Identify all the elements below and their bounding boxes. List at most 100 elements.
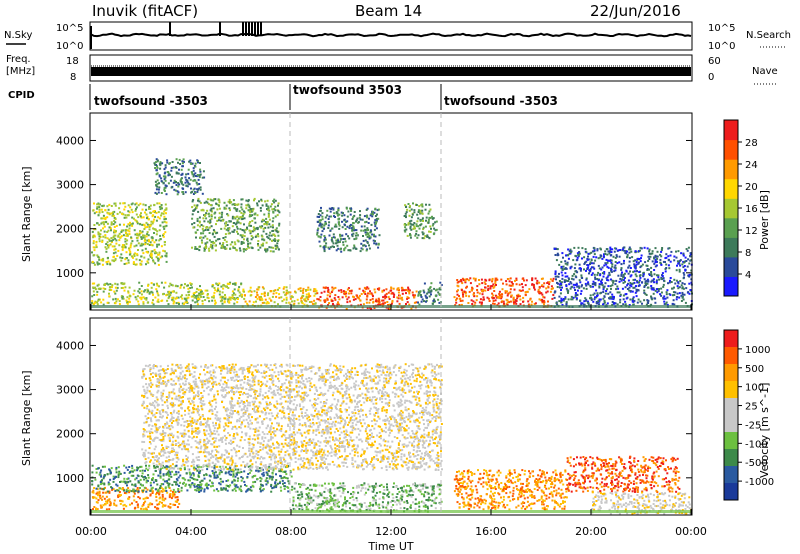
heatmap-cell	[256, 291, 258, 294]
heatmap-cell	[559, 286, 562, 289]
heatmap-cell	[377, 302, 380, 305]
heatmap-cell	[245, 490, 248, 493]
heatmap-cell	[417, 390, 420, 393]
heatmap-cell	[303, 298, 306, 301]
heatmap-cell	[163, 188, 166, 191]
heatmap-cell	[124, 205, 127, 208]
heatmap-cell	[165, 193, 168, 196]
heatmap-cell	[168, 285, 171, 288]
heatmap-cell	[660, 287, 663, 290]
heatmap-cell	[270, 246, 273, 249]
heatmap-cell	[133, 507, 136, 510]
heatmap-cell	[654, 301, 657, 304]
heatmap-cell	[154, 180, 157, 183]
heatmap-cell	[148, 207, 150, 210]
heatmap-cell	[251, 247, 254, 250]
heatmap-cell	[480, 278, 483, 281]
heatmap-cell	[617, 274, 620, 277]
heatmap-cell	[166, 471, 169, 474]
heatmap-cell	[101, 263, 104, 266]
heatmap-cell	[175, 464, 178, 467]
heatmap-cell	[427, 212, 430, 215]
heatmap-cell	[609, 246, 612, 249]
heatmap-cell	[570, 282, 573, 285]
heatmap-cell	[329, 292, 332, 295]
heatmap-cell	[167, 182, 170, 185]
heatmap-cell	[170, 475, 173, 478]
heatmap-cell	[657, 276, 660, 279]
heatmap-cell	[158, 491, 161, 494]
heatmap-cell	[266, 481, 269, 484]
heatmap-cell	[159, 472, 162, 475]
heatmap-cell	[267, 302, 270, 305]
heatmap-cell	[494, 282, 497, 285]
heatmap-cell	[101, 204, 104, 207]
heatmap-cell	[602, 275, 605, 278]
heatmap-cell	[230, 470, 233, 473]
heatmap-cell	[196, 188, 199, 191]
heatmap-cell	[685, 260, 688, 262]
heatmap-cell	[153, 248, 156, 251]
heatmap-cell	[109, 243, 112, 246]
heatmap-cell	[170, 175, 173, 178]
heatmap-cell	[584, 248, 587, 251]
heatmap-cell	[321, 212, 324, 215]
heatmap-cell	[154, 191, 157, 194]
heatmap-cell	[576, 285, 579, 288]
heatmap-cell	[615, 288, 618, 291]
heatmap-cell	[110, 239, 113, 242]
heatmap-cell	[365, 298, 368, 301]
heatmap-cell	[318, 240, 321, 243]
heatmap-cell	[393, 293, 396, 296]
heatmap-cell	[366, 286, 369, 289]
heatmap-cell	[369, 236, 372, 239]
heatmap-cell	[249, 488, 252, 491]
heatmap-cell	[272, 217, 275, 220]
heatmap-cell	[202, 464, 205, 467]
heatmap-cell	[478, 283, 481, 286]
heatmap-cell	[360, 242, 363, 245]
heatmap-cell	[360, 293, 363, 295]
heatmap-cell	[667, 258, 670, 261]
heatmap-cell	[632, 278, 635, 281]
heatmap-cell	[607, 274, 610, 277]
heatmap-cell	[91, 302, 93, 304]
heatmap-cell	[194, 296, 197, 299]
heatmap-cell	[203, 474, 206, 477]
heatmap-cell	[135, 208, 137, 211]
heatmap-cell	[314, 292, 317, 295]
heatmap-cell	[286, 477, 289, 480]
heatmap-cell	[96, 290, 99, 293]
heatmap-cell	[613, 266, 616, 269]
heatmap-cell	[422, 233, 425, 236]
heatmap-cell	[127, 210, 130, 213]
heatmap-cell	[93, 282, 96, 285]
heatmap-cell	[187, 284, 189, 287]
heatmap-cell	[236, 208, 239, 211]
heatmap-cell	[576, 252, 579, 255]
heatmap-cell	[600, 282, 603, 284]
heatmap-cell	[267, 226, 270, 229]
heatmap-cell	[234, 217, 237, 220]
heatmap-cell	[336, 212, 339, 215]
heatmap-cell	[426, 394, 429, 397]
heatmap-cell	[461, 277, 464, 280]
heatmap-cell	[242, 241, 245, 244]
heatmap-cell	[232, 246, 235, 249]
heatmap-cell	[182, 193, 185, 195]
heatmap-cell	[375, 222, 377, 225]
heatmap-cell	[369, 290, 371, 293]
heatmap-cell	[558, 272, 560, 275]
heatmap-cell	[203, 220, 206, 223]
heatmap-cell	[162, 212, 165, 215]
heatmap-cell	[370, 420, 373, 422]
heatmap-cell	[135, 220, 138, 223]
heatmap-cell	[189, 479, 191, 482]
heatmap-cell	[353, 229, 356, 231]
heatmap-cell	[610, 278, 612, 281]
heatmap-cell	[106, 263, 109, 266]
heatmap-cell	[354, 234, 357, 237]
heatmap-cell	[390, 292, 393, 295]
heatmap-cell	[191, 190, 194, 193]
